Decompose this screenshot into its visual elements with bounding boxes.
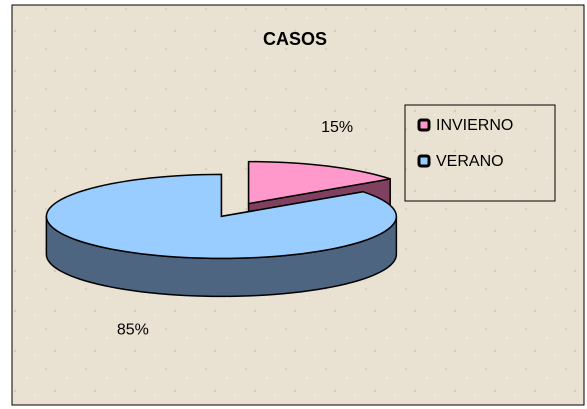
chart-title: CASOS	[263, 29, 327, 49]
legend-swatch	[417, 154, 431, 168]
legend-label: VERANO	[436, 153, 504, 170]
pie-slice	[247, 160, 391, 205]
pie-tops	[45, 160, 398, 260]
legend-label: INVIERNO	[436, 117, 513, 134]
data-label: 85%	[117, 321, 149, 338]
legend-box	[404, 104, 556, 202]
data-label: 15%	[321, 119, 353, 136]
legend-swatch	[417, 118, 431, 132]
pie-slice	[45, 173, 398, 260]
